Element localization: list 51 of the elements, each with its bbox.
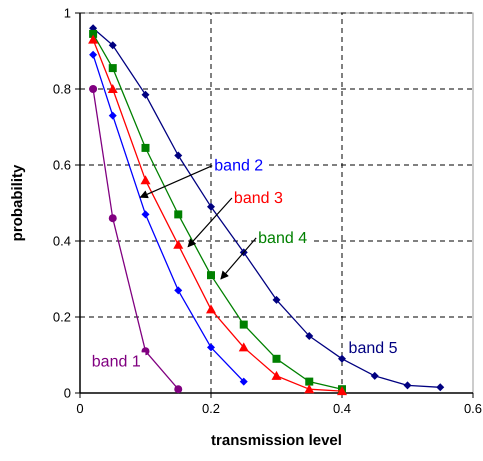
- point: [174, 152, 182, 160]
- y-axis-title: probability: [9, 164, 26, 242]
- point: [305, 378, 314, 386]
- point: [370, 372, 379, 380]
- text: band 3: [234, 190, 283, 207]
- y-tick-label: 0.4: [52, 234, 71, 248]
- point: [338, 354, 346, 363]
- point: [108, 214, 117, 222]
- series-label: band 5: [348, 340, 398, 358]
- x-tick-label: 0.6: [464, 401, 482, 416]
- point: [108, 84, 118, 93]
- point: [207, 343, 215, 352]
- point: [240, 320, 248, 329]
- point: [238, 342, 249, 352]
- point: [88, 34, 98, 44]
- point: [206, 304, 216, 314]
- point: [89, 50, 98, 59]
- series-label: band 1: [92, 353, 141, 370]
- point: [174, 210, 182, 218]
- point: [207, 202, 215, 211]
- point: [142, 210, 150, 218]
- y-tick-label: 0.6: [52, 158, 71, 172]
- point: [140, 175, 150, 184]
- y-tick-label: 0.2: [52, 310, 71, 324]
- point: [304, 384, 314, 394]
- point: [174, 385, 182, 394]
- point: [142, 90, 150, 99]
- point: [272, 354, 280, 363]
- y-tick-label: 0.8: [52, 82, 71, 96]
- point: [240, 378, 248, 386]
- point: [305, 332, 314, 340]
- x-axis-title: transmission level: [211, 432, 342, 449]
- point: [404, 381, 412, 390]
- y-tick-label: 0: [64, 386, 71, 400]
- point: [108, 64, 117, 72]
- x-tick-label: 0.4: [332, 401, 352, 416]
- point: [173, 240, 184, 249]
- point: [436, 383, 444, 392]
- point: [108, 112, 117, 120]
- text: band 2: [214, 158, 264, 175]
- y-tick-label: 1: [64, 6, 71, 20]
- x-tick-label: 0.2: [202, 401, 220, 416]
- point: [272, 370, 282, 380]
- x-tick-label: 0: [76, 401, 84, 416]
- point: [272, 296, 280, 304]
- point: [108, 41, 117, 50]
- point: [207, 271, 215, 280]
- point: [174, 286, 182, 294]
- point: [89, 85, 98, 93]
- point: [142, 144, 150, 152]
- text: band 4: [258, 230, 308, 247]
